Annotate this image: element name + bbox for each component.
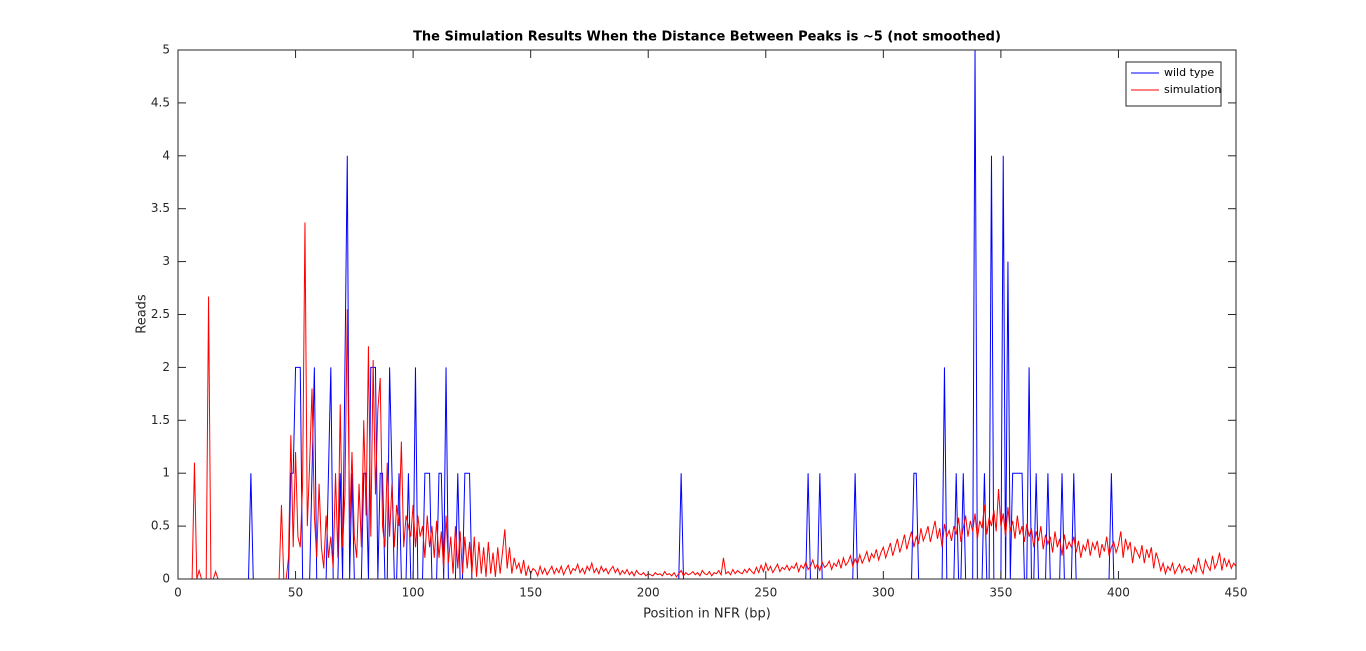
x-tick-label: 150 <box>519 586 542 600</box>
x-tick-label: 0 <box>174 586 182 600</box>
x-tick-label: 400 <box>1107 586 1130 600</box>
y-tick-label: 1.5 <box>151 413 170 427</box>
y-tick-label: 0.5 <box>151 519 170 533</box>
y-axis-label: Reads <box>135 294 150 334</box>
data-line <box>178 222 1237 580</box>
x-tick-label: 250 <box>754 586 777 600</box>
chart-title: The Simulation Results When the Distance… <box>413 30 1001 45</box>
y-tick-label: 3.5 <box>151 201 170 215</box>
y-tick-label: 2 <box>162 360 170 374</box>
legend-label: wild type <box>1164 66 1214 79</box>
x-tick-label: 50 <box>288 586 303 600</box>
x-tick-label: 300 <box>872 586 895 600</box>
x-tick-label: 200 <box>637 586 660 600</box>
y-tick-label: 2.5 <box>151 307 170 321</box>
x-tick-label: 450 <box>1225 586 1248 600</box>
x-tick-label: 350 <box>989 586 1012 600</box>
y-tick-label: 5 <box>162 43 170 57</box>
y-tick-label: 1 <box>162 466 170 480</box>
x-axis-label: Position in NFR (bp) <box>643 607 771 622</box>
y-tick-label: 3 <box>162 254 170 268</box>
y-tick-label: 0 <box>162 572 170 586</box>
plot-area <box>178 50 1236 579</box>
legend-label: simulation <box>1164 83 1221 96</box>
legend-box <box>1125 61 1222 107</box>
x-tick-label: 100 <box>402 586 425 600</box>
y-tick-label: 4.5 <box>151 95 170 109</box>
y-tick-label: 4 <box>162 148 170 162</box>
